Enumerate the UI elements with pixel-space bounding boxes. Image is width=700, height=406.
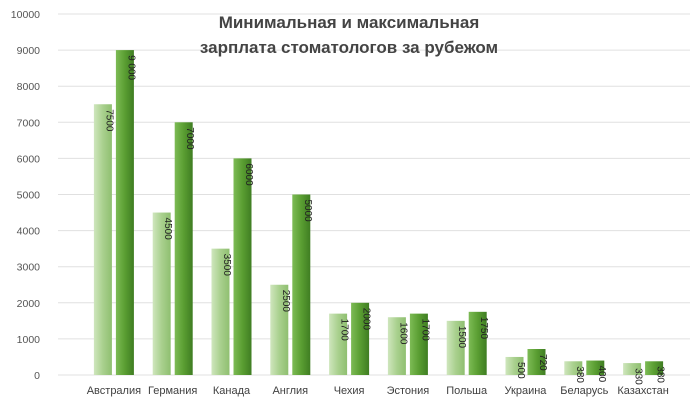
data-label: 1600	[397, 322, 408, 345]
category-label: Канада	[213, 385, 251, 397]
max-bar	[645, 361, 664, 375]
data-label: 380	[574, 366, 585, 383]
y-axis-ticks: 0 1000 2000 3000 4000 5000 6000 7000 8000 9000 100…	[11, 9, 40, 382]
bars	[93, 50, 664, 375]
data-label: 7000	[184, 127, 195, 150]
min-bar	[270, 284, 289, 375]
max-bar	[527, 349, 546, 375]
y-tick-label: 5000	[17, 190, 41, 202]
data-labels: 7500 9 000 4500 7000 3500 6000 2500 5000 1700 200…	[103, 55, 665, 385]
min-bar	[387, 317, 406, 375]
data-label: 1500	[456, 326, 467, 349]
category-label: Польша	[446, 385, 488, 397]
y-tick-label: 1000	[17, 334, 41, 346]
max-bar	[409, 313, 428, 375]
data-label: 4500	[162, 218, 173, 241]
y-tick-label: 7000	[17, 117, 41, 129]
y-tick-label: 6000	[17, 153, 41, 165]
max-bar	[586, 360, 605, 375]
y-tick-label: 9000	[17, 45, 41, 57]
data-label: 330	[633, 368, 644, 385]
category-label: Украина	[505, 385, 548, 397]
data-label: 2000	[361, 308, 372, 331]
y-tick-label: 3000	[17, 262, 41, 274]
category-label: Австралия	[87, 385, 141, 397]
data-label: 1750	[478, 317, 489, 340]
data-label: 380	[655, 366, 666, 383]
y-tick-label: 10000	[11, 9, 40, 21]
data-label: 2500	[280, 290, 291, 313]
category-label: Германия	[148, 385, 197, 397]
category-label: Казахстан	[617, 385, 669, 397]
data-label: 720	[537, 354, 548, 371]
min-bar	[446, 320, 465, 375]
x-axis-categories: Австралия Германия Канада Англия Чехия Эстони…	[87, 385, 669, 397]
category-label: Чехия	[334, 385, 365, 397]
chart-title-line-2: зарплата стоматологов за рубежом	[200, 38, 498, 57]
min-bar	[623, 363, 642, 375]
min-bar	[93, 104, 112, 375]
data-label: 3500	[221, 254, 232, 277]
chart-title-line-1: Минимальная и максимальная	[219, 13, 480, 32]
y-tick-label: 0	[34, 370, 40, 382]
category-label: Эстония	[387, 385, 430, 397]
data-label: 7500	[103, 109, 114, 132]
min-bar	[505, 356, 524, 375]
y-tick-label: 8000	[17, 81, 41, 93]
data-label: 500	[515, 362, 526, 379]
max-bar	[174, 122, 193, 375]
min-bar	[329, 313, 348, 375]
y-tick-label: 4000	[17, 226, 41, 238]
data-label: 6000	[243, 163, 254, 186]
category-label: Беларусь	[560, 385, 608, 397]
max-bar	[468, 311, 487, 375]
data-label: 1700	[419, 319, 430, 342]
data-label: 400	[596, 366, 607, 383]
data-label: 9 000	[125, 55, 136, 80]
y-tick-label: 2000	[17, 298, 41, 310]
max-bar	[351, 302, 370, 375]
max-bar	[233, 158, 252, 375]
data-label: 5000	[302, 200, 313, 223]
max-bar	[292, 194, 311, 375]
min-bar	[152, 212, 171, 375]
category-label: Англия	[272, 385, 308, 397]
min-bar	[564, 361, 583, 375]
data-label: 1700	[339, 319, 350, 342]
min-bar	[211, 248, 230, 375]
max-bar	[115, 50, 134, 375]
